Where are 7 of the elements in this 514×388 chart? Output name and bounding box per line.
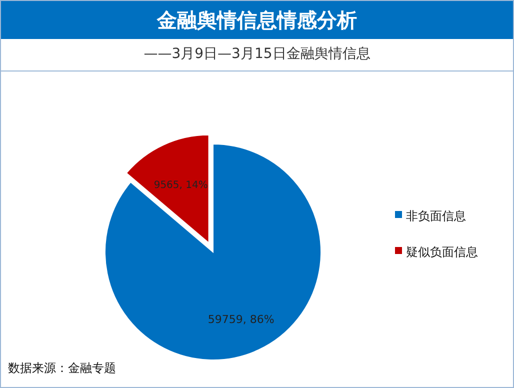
legend-label: 非负面信息 <box>406 209 466 223</box>
chart-subtitle: ——3月9日—3月15日金融舆情信息 <box>144 46 370 62</box>
chart-title: 金融舆情信息情感分析 <box>156 8 357 32</box>
source-note: 数据来源：金融专题 <box>8 361 116 375</box>
data-label: 59759, 86% <box>208 312 274 326</box>
legend-label: 疑似负面信息 <box>406 245 478 259</box>
data-label: 9565, 14% <box>154 180 208 192</box>
